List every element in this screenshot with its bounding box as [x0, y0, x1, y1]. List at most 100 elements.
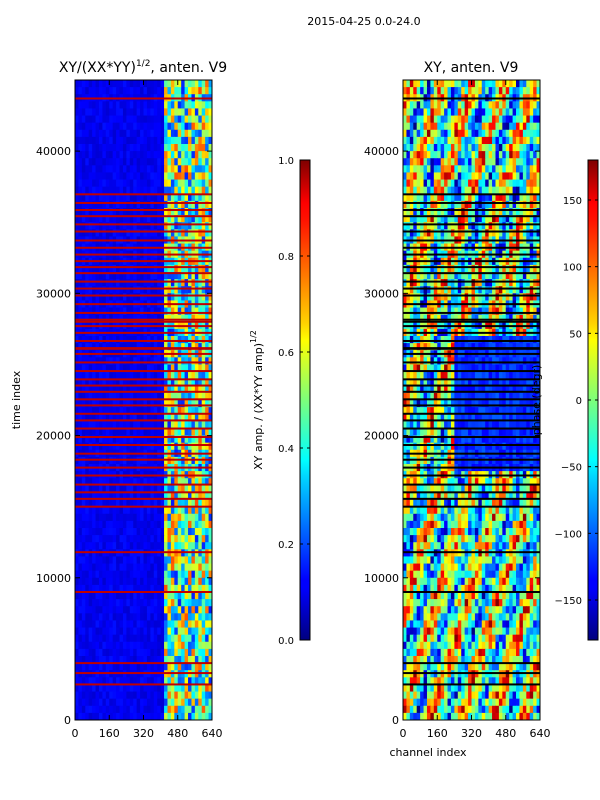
heatmap-cell	[136, 705, 141, 714]
heatmap-cell	[181, 307, 186, 316]
heatmap-cell	[167, 87, 172, 95]
heatmap-cell	[177, 456, 182, 465]
heatmap-cell	[81, 158, 86, 166]
heatmap-cell	[174, 136, 179, 145]
heatmap-cell	[102, 343, 107, 351]
heatmap-cell	[181, 428, 186, 437]
heatmap-cell	[133, 186, 138, 195]
heatmap-cell	[170, 627, 175, 636]
heatmap-cell	[146, 165, 151, 174]
heatmap-cell	[522, 179, 527, 188]
heatmap-cell	[205, 364, 210, 373]
heatmap-cell	[81, 129, 86, 138]
heatmap-cell	[536, 80, 540, 88]
heatmap-cell	[194, 613, 199, 622]
heatmap-cell	[153, 115, 158, 124]
heatmap-cell	[423, 229, 428, 238]
heatmap-cell	[88, 712, 93, 720]
heatmap-cell	[529, 87, 534, 95]
heatmap-cell	[157, 229, 162, 238]
heatmap-cell	[119, 158, 124, 166]
heatmap-cell	[129, 222, 134, 230]
heatmap-cell	[136, 108, 141, 117]
heatmap-cell	[198, 705, 203, 714]
heatmap-cell	[129, 407, 134, 415]
heatmap-cell	[150, 364, 155, 373]
heatmap-cell	[122, 570, 127, 579]
heatmap-cell	[533, 279, 538, 287]
heatmap-cell	[409, 115, 414, 124]
heatmap-cell	[92, 186, 97, 195]
heatmap-cell	[116, 229, 121, 238]
heatmap-cell	[485, 129, 490, 138]
heatmap-cell	[112, 641, 117, 650]
heatmap-cell	[92, 712, 97, 720]
heatmap-cell	[430, 264, 435, 273]
heatmap-cell	[502, 136, 507, 145]
heatmap-cell	[136, 129, 141, 138]
heatmap-cell	[105, 670, 110, 678]
heatmap-cell	[188, 570, 193, 579]
heatmap-cell	[191, 407, 196, 415]
heatmap-cell	[201, 272, 206, 280]
amplitude-colorbar: 0.00.20.40.60.81.0 XY amp. / (XX*YY amp)…	[249, 156, 311, 647]
heatmap-cell	[112, 670, 117, 678]
heatmap-cell	[88, 80, 93, 88]
heatmap-cell	[150, 528, 155, 536]
heatmap-cell	[208, 165, 212, 174]
heatmap-cell	[170, 172, 175, 181]
heatmap-cell	[194, 385, 199, 394]
heatmap-cell	[177, 151, 182, 159]
heatmap-cell	[167, 378, 172, 387]
heatmap-cell	[201, 172, 206, 181]
heatmap-cell	[208, 705, 212, 714]
heatmap-cell	[498, 229, 503, 238]
heatmap-cell	[440, 272, 445, 280]
heatmap-cell	[208, 378, 212, 387]
heatmap-cell	[78, 620, 83, 629]
heatmap-cell	[205, 506, 210, 515]
heatmap-cell	[116, 456, 121, 465]
heatmap-cell	[157, 421, 162, 430]
heatmap-cell	[208, 357, 212, 366]
heatmap-cell	[78, 563, 83, 572]
heatmap-cell	[105, 577, 110, 586]
heatmap-cell	[112, 172, 117, 181]
heatmap-cell	[188, 663, 193, 671]
heatmap-cell	[522, 193, 527, 202]
heatmap-cell	[116, 563, 121, 572]
heatmap-cell	[92, 129, 97, 138]
heatmap-cell	[143, 215, 148, 223]
heatmap-cell	[102, 442, 107, 451]
heatmap-cell	[160, 122, 165, 131]
heatmap-cell	[447, 293, 452, 302]
heatmap-cell	[440, 229, 445, 238]
heatmap-cell	[526, 101, 531, 110]
heatmap-cell	[136, 528, 141, 536]
heatmap-cell	[126, 414, 131, 422]
heatmap-cell	[126, 520, 131, 529]
heatmap-cell	[188, 563, 193, 572]
heatmap-cell	[136, 392, 141, 401]
heatmap-cell	[112, 364, 117, 373]
heatmap-cell	[177, 343, 182, 351]
y-axis-label: time index	[10, 370, 23, 429]
heatmap-cell	[164, 385, 169, 394]
heatmap-cell	[81, 222, 86, 230]
heatmap-cell	[536, 293, 540, 302]
heatmap-cell	[102, 613, 107, 622]
heatmap-cell	[157, 556, 162, 565]
heatmap-cell	[136, 407, 141, 415]
heatmap-cell	[208, 691, 212, 700]
heatmap-cell	[488, 129, 493, 138]
heatmap-cell	[437, 172, 442, 181]
heatmap-cell	[440, 158, 445, 166]
heatmap-cell	[160, 712, 165, 720]
heatmap-cell	[98, 378, 103, 387]
heatmap-cell	[188, 684, 193, 693]
heatmap-cell	[153, 293, 158, 302]
heatmap-cell	[75, 264, 80, 273]
heatmap-cell	[122, 115, 127, 124]
heatmap-cell	[160, 200, 165, 209]
heatmap-cell	[526, 165, 531, 174]
